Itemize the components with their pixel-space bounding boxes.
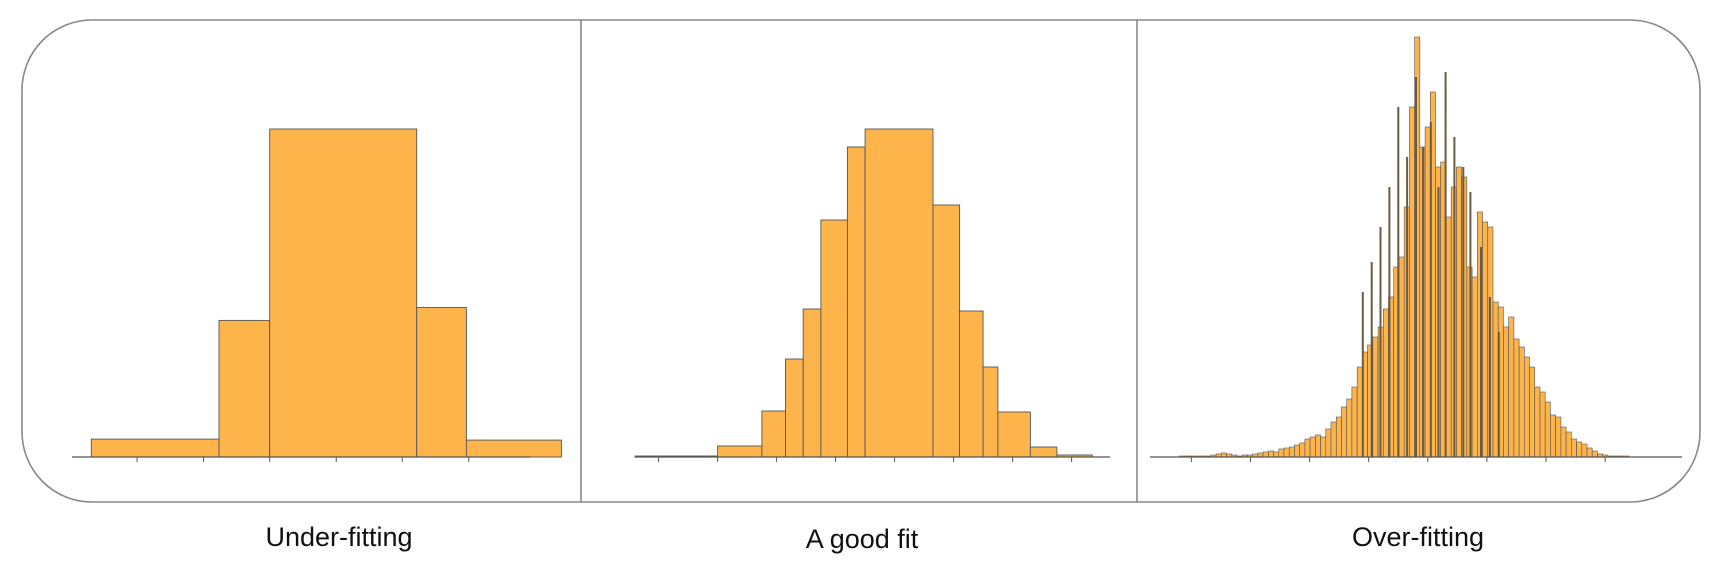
histogram-under-fitting [72,128,562,462]
histogram-bar [1315,434,1321,458]
histogram-bar [1581,443,1588,458]
histogram-bar [1325,428,1332,458]
histogram-bar [1518,346,1525,458]
rounded-border [21,19,1701,503]
histogram-bar [997,411,1031,458]
histogram-bar [959,310,984,458]
histogram-bar [846,146,866,458]
histogram-bar [1383,308,1389,458]
histogram-bar [1278,448,1285,458]
histogram-bar [1524,356,1530,458]
histogram-bar [802,308,822,458]
histogram-bar [1398,256,1405,458]
caption-good-fit: A good fit [805,524,919,554]
histogram-bar [717,445,763,458]
histogram-bar [1309,436,1316,458]
histogram-bar [1539,391,1546,458]
histogram-bar [1508,316,1515,458]
histogram-bar [1356,366,1363,458]
histogram-bar [416,307,467,458]
histogram-bar [1445,216,1452,458]
histogram-bar [1555,416,1562,458]
histogram-bar [1346,398,1353,458]
histogram-bar [1330,421,1337,458]
histogram-bar [218,319,271,458]
histogram-bar [1029,446,1058,458]
histogram-bar [1591,450,1598,458]
histogram-bar [1262,451,1269,458]
histogram-bar [1534,386,1541,458]
histogram-over-fitting [1150,36,1682,462]
histogram-bar [1304,438,1311,458]
histogram-bar [1372,336,1379,458]
histogram-bar [1586,447,1593,458]
histogram-bar [1409,106,1415,458]
histogram-bar [982,366,999,458]
histogram-bar [820,219,848,458]
histogram-bar [864,128,934,458]
histogram-bar [1550,414,1556,458]
histogram-bar [1273,451,1280,458]
histogram-bar [1299,442,1306,458]
histogram-good-fit [634,128,1110,462]
histogram-bar [1544,401,1551,458]
histogram-bar [1560,426,1567,458]
histogram-bar [1456,166,1462,458]
histogram-bar [1503,326,1509,458]
histogram-bar [1471,276,1478,458]
histogram-bar [1565,431,1572,458]
histogram-bar [1576,441,1583,458]
histogram-bar [1529,366,1535,458]
histogram-bar [1336,416,1342,458]
histogram-bar [1482,221,1488,458]
histogram-bar [932,204,961,458]
histogram-bar [1351,386,1358,458]
histogram-bar [1571,438,1577,458]
histogram-bar [90,438,220,458]
histogram-bar [1268,450,1274,458]
caption-under-fitting: Under-fitting [265,522,413,552]
histogram-bar [1341,406,1347,458]
histogram-bar [1513,338,1520,458]
histogram-bar [1289,446,1295,458]
histogram-bar [465,439,562,458]
histogram-bar [1424,126,1431,458]
caption-over-fitting: Over-fitting [1351,522,1485,552]
histogram-bar [761,410,786,458]
histogram-bar [1492,301,1499,458]
histogram-bar [1320,436,1327,458]
histogram-bar [785,358,804,458]
histogram-bar [1283,447,1290,458]
histogram-bar [269,128,418,458]
histogram-bar [1294,444,1300,458]
